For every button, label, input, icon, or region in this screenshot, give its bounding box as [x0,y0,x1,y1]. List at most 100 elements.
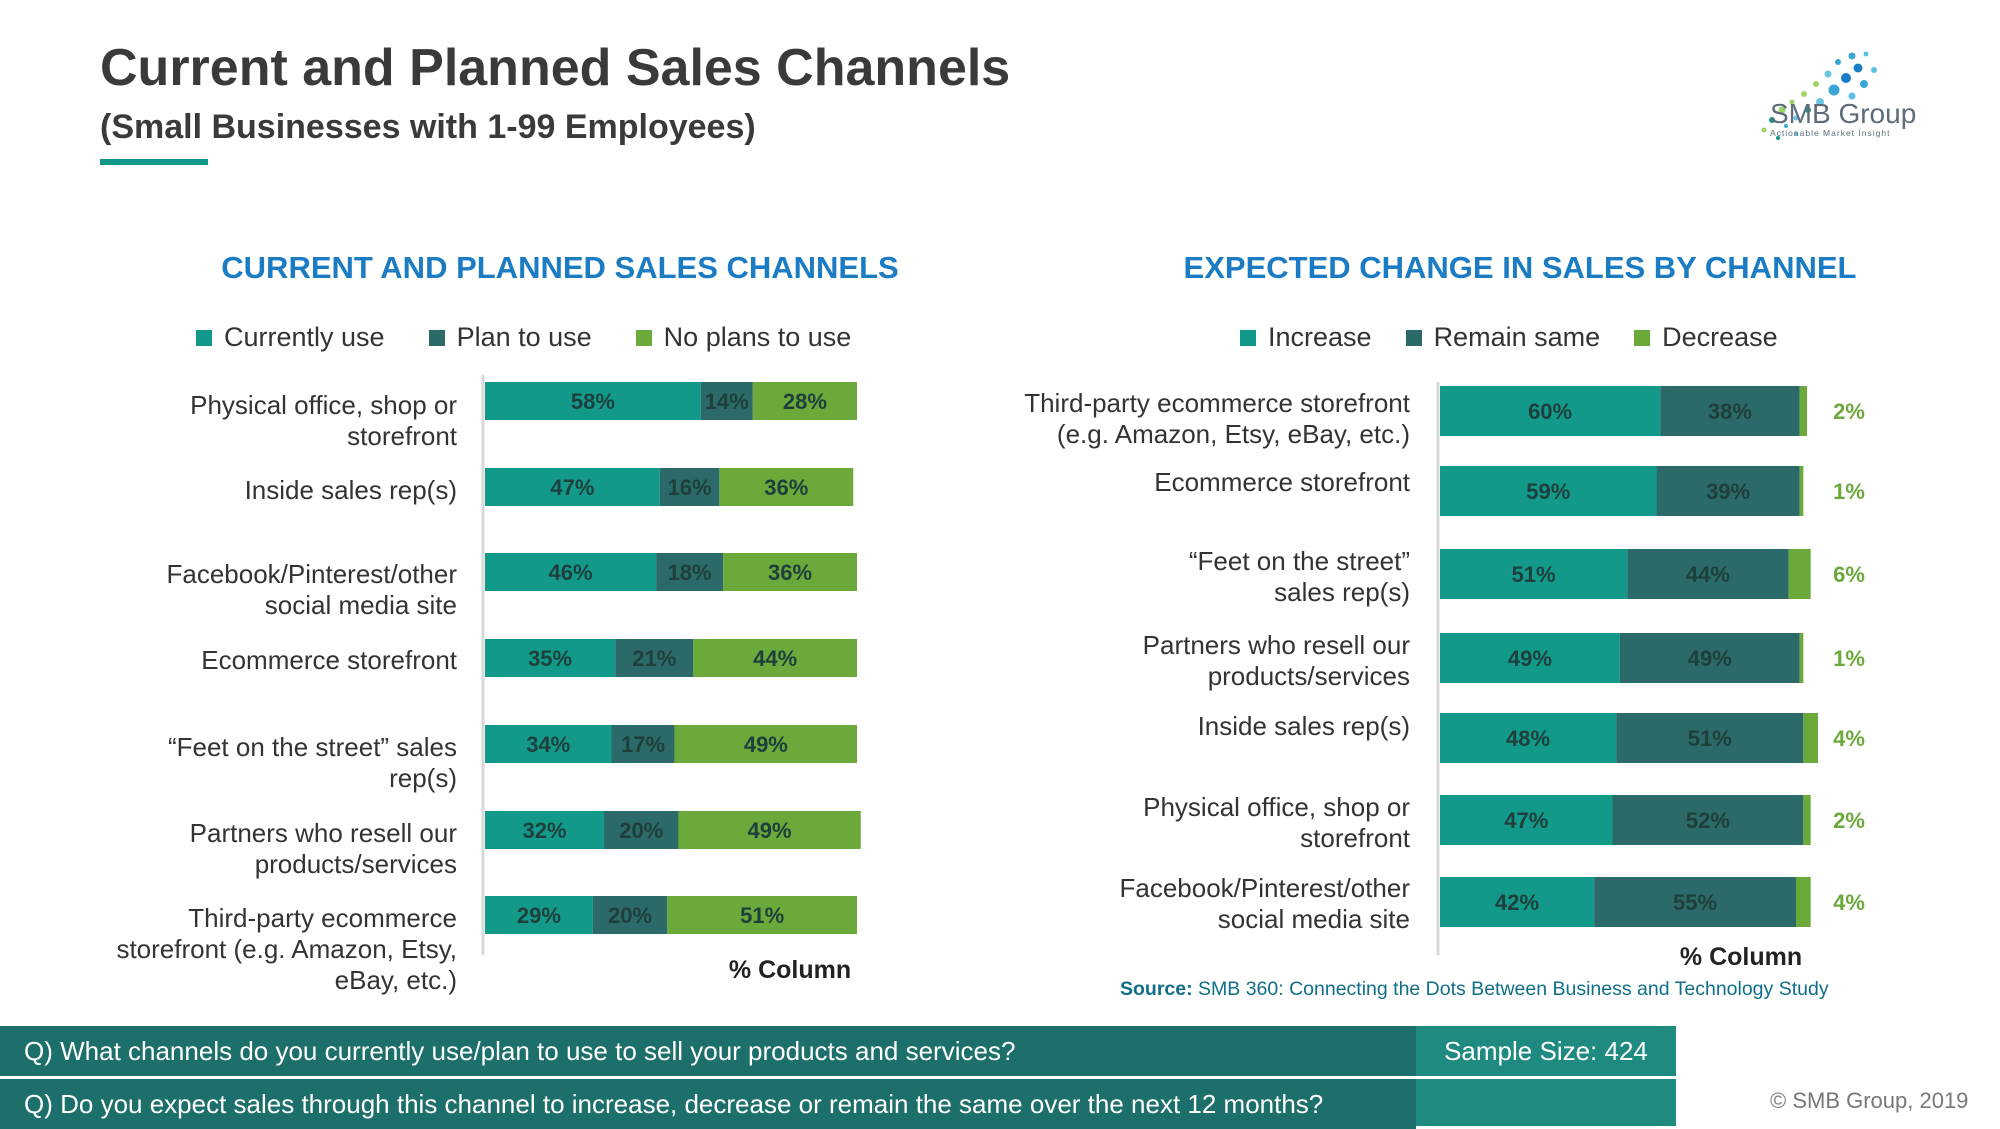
legend-swatch [1634,329,1651,346]
bar-decrease-partners-who-resell-our-products-services [1799,633,1804,683]
category-label-partners-who-resell-our-products-services-line-2: products/services [1208,661,1410,691]
category-label-ecommerce-storefront: Ecommerce storefront [1154,467,1411,497]
data-label-no-plans-to-use-feet-on-the-street-sales-rep-s: 49% [744,732,788,757]
bar-increase-partners-who-resell-our-products-services [1440,633,1620,683]
category-label-third-party-ecommerce-storefront-e-g-amazon-etsy-ebay-etc-line-2: storefront (e.g. Amazon, Etsy, [116,934,457,964]
bar-plan-to-use-physical-office-shop-or-storefront [700,382,753,420]
data-label-plan-to-use-facebook-pinterest-other-social-media-site: 18% [668,560,712,585]
data-label-plan-to-use-physical-office-shop-or-storefront: 14% [705,389,749,414]
category-label-facebook-pinterest-other-social-media-site-line-1: Facebook/Pinterest/other [1120,873,1411,903]
question-2-bar-tail [1416,1079,1676,1126]
legend-label: Currently use [224,322,385,352]
data-label-currently-use-facebook-pinterest-other-social-media-site: 46% [549,560,593,585]
data-label-currently-use-ecommerce-storefront: 35% [528,646,572,671]
bar-remain-same-third-party-ecommerce-storefront-e-g-amazon-etsy-ebay-etc [1660,386,1800,436]
data-label-plan-to-use-feet-on-the-street-sales-rep-s: 17% [621,732,665,757]
legend-swatch [635,329,652,346]
data-label-no-plans-to-use-third-party-ecommerce-storefront-e-g-amazon-etsy-ebay-etc: 51% [740,903,784,928]
page-title: Current and Planned Sales Channels [100,39,1011,97]
bar-decrease-inside-sales-rep-s [1803,713,1819,763]
bar-currently-use-feet-on-the-street-sales-rep-s [485,725,612,763]
bar-remain-same-ecommerce-storefront [1656,466,1800,516]
bar-increase-ecommerce-storefront [1440,466,1657,516]
data-label-decrease-partners-who-resell-our-products-services: 1% [1833,646,1865,671]
legend-label: No plans to use [663,322,852,352]
source-text: SMB 360: Connecting the Dots Between Bus… [1198,978,1829,1000]
category-label-feet-on-the-street-sales-rep-s-line-2: rep(s) [389,763,457,793]
bar-remain-same-facebook-pinterest-other-social-media-site [1594,877,1796,927]
bar-no-plans-to-use-inside-sales-rep-s [719,468,854,506]
data-label-no-plans-to-use-ecommerce-storefront: 44% [753,646,797,671]
page-subtitle: (Small Businesses with 1-99 Employees) [100,108,756,146]
logo-dot [1848,92,1856,100]
legend-label: Increase [1268,322,1372,352]
bar-decrease-feet-on-the-street-sales-rep-s [1788,549,1811,599]
bar-increase-third-party-ecommerce-storefront-e-g-amazon-etsy-ebay-etc [1440,386,1661,436]
data-label-decrease-ecommerce-storefront: 1% [1833,479,1865,504]
bar-decrease-facebook-pinterest-other-social-media-site [1795,877,1811,927]
bar-decrease-physical-office-shop-or-storefront [1803,795,1811,845]
data-label-increase-feet-on-the-street-sales-rep-s: 51% [1512,562,1556,587]
bar-increase-facebook-pinterest-other-social-media-site [1440,877,1595,927]
legend-label: Remain same [1433,322,1601,352]
data-label-plan-to-use-third-party-ecommerce-storefront-e-g-amazon-etsy-ebay-etc: 20% [608,903,652,928]
bar-increase-physical-office-shop-or-storefront [1440,795,1613,845]
data-label-remain-same-ecommerce-storefront: 39% [1706,479,1750,504]
category-label-third-party-ecommerce-storefront-e-g-amazon-etsy-ebay-etc-line-2: (e.g. Amazon, Etsy, eBay, etc.) [1057,419,1410,449]
axis-note: % Column [1680,943,1802,971]
logo-dot [1778,106,1786,114]
bar-remain-same-partners-who-resell-our-products-services [1619,633,1800,683]
bar-currently-use-ecommerce-storefront [485,639,616,677]
bar-plan-to-use-feet-on-the-street-sales-rep-s [611,725,675,763]
bar-no-plans-to-use-third-party-ecommerce-storefront-e-g-amazon-etsy-ebay-etc [667,896,857,934]
category-label-partners-who-resell-our-products-services-line-2: products/services [255,849,457,879]
logo-dot [1853,63,1863,73]
right-stacked-bar-chart: Third-party ecommerce storefront(e.g. Am… [1024,382,1865,971]
copyright-text: © SMB Group, 2019 [1770,1088,1969,1113]
legend-item-no-plans: No plans to use [635,322,852,353]
legend-swatch [1240,329,1256,346]
category-label-third-party-ecommerce-storefront-e-g-amazon-etsy-ebay-etc-line-1: Third-party ecommerce storefront [1024,388,1411,418]
legend-item-decrease: Decrease [1634,322,1778,353]
question-1-bar: Q) What channels do you currently use/pl… [0,1026,1416,1076]
data-label-remain-same-inside-sales-rep-s: 51% [1688,726,1732,751]
logo-dot [1793,115,1799,121]
logo-dot [1789,99,1795,105]
logo-dot [1784,124,1788,128]
logo-dot [1769,117,1775,123]
data-label-no-plans-to-use-physical-office-shop-or-storefront: 28% [783,389,827,414]
data-label-currently-use-partners-who-resell-our-products-services: 32% [522,818,566,843]
category-label-third-party-ecommerce-storefront-e-g-amazon-etsy-ebay-etc-line-1: Third-party ecommerce [188,903,457,933]
data-label-increase-inside-sales-rep-s: 48% [1506,726,1550,751]
bar-plan-to-use-partners-who-resell-our-products-services [604,811,679,849]
bar-decrease-ecommerce-storefront [1799,466,1804,516]
bar-decrease-third-party-ecommerce-storefront-e-g-amazon-etsy-ebay-etc [1799,386,1807,436]
category-label-facebook-pinterest-other-social-media-site-line-2: social media site [265,590,457,620]
data-label-increase-partners-who-resell-our-products-services: 49% [1508,646,1552,671]
right-chart-legend: Increase Remain same Decrease [1240,322,1778,353]
bar-remain-same-inside-sales-rep-s [1616,713,1804,763]
bar-remain-same-feet-on-the-street-sales-rep-s [1627,549,1789,599]
legend-label: Decrease [1662,322,1778,352]
legend-label: Plan to use [456,322,592,352]
data-label-increase-third-party-ecommerce-storefront-e-g-amazon-etsy-ebay-etc: 60% [1528,399,1572,424]
logo-dot [1794,132,1798,136]
sample-size-box: Sample Size: 424 [1416,1026,1676,1076]
logo-dot [1824,70,1832,78]
data-label-increase-facebook-pinterest-other-social-media-site: 42% [1495,890,1539,915]
legend-item-plan-to-use: Plan to use [428,322,592,353]
legend-swatch [1405,329,1422,346]
category-label-facebook-pinterest-other-social-media-site-line-2: social media site [1218,904,1410,934]
bar-no-plans-to-use-feet-on-the-street-sales-rep-s [674,725,857,763]
data-label-currently-use-physical-office-shop-or-storefront: 58% [571,389,615,414]
data-label-decrease-third-party-ecommerce-storefront-e-g-amazon-etsy-ebay-etc: 2% [1833,399,1865,424]
bar-increase-feet-on-the-street-sales-rep-s [1440,549,1628,599]
bar-currently-use-inside-sales-rep-s [485,468,660,506]
data-label-remain-same-facebook-pinterest-other-social-media-site: 55% [1673,890,1717,915]
category-label-ecommerce-storefront: Ecommerce storefront [201,645,458,675]
logo-dot [1860,80,1868,88]
right-chart-title: EXPECTED CHANGE IN SALES BY CHANNEL [1183,250,1857,285]
data-label-decrease-facebook-pinterest-other-social-media-site: 4% [1833,890,1865,915]
logo-dot [1813,81,1819,87]
data-label-no-plans-to-use-inside-sales-rep-s: 36% [764,475,808,500]
